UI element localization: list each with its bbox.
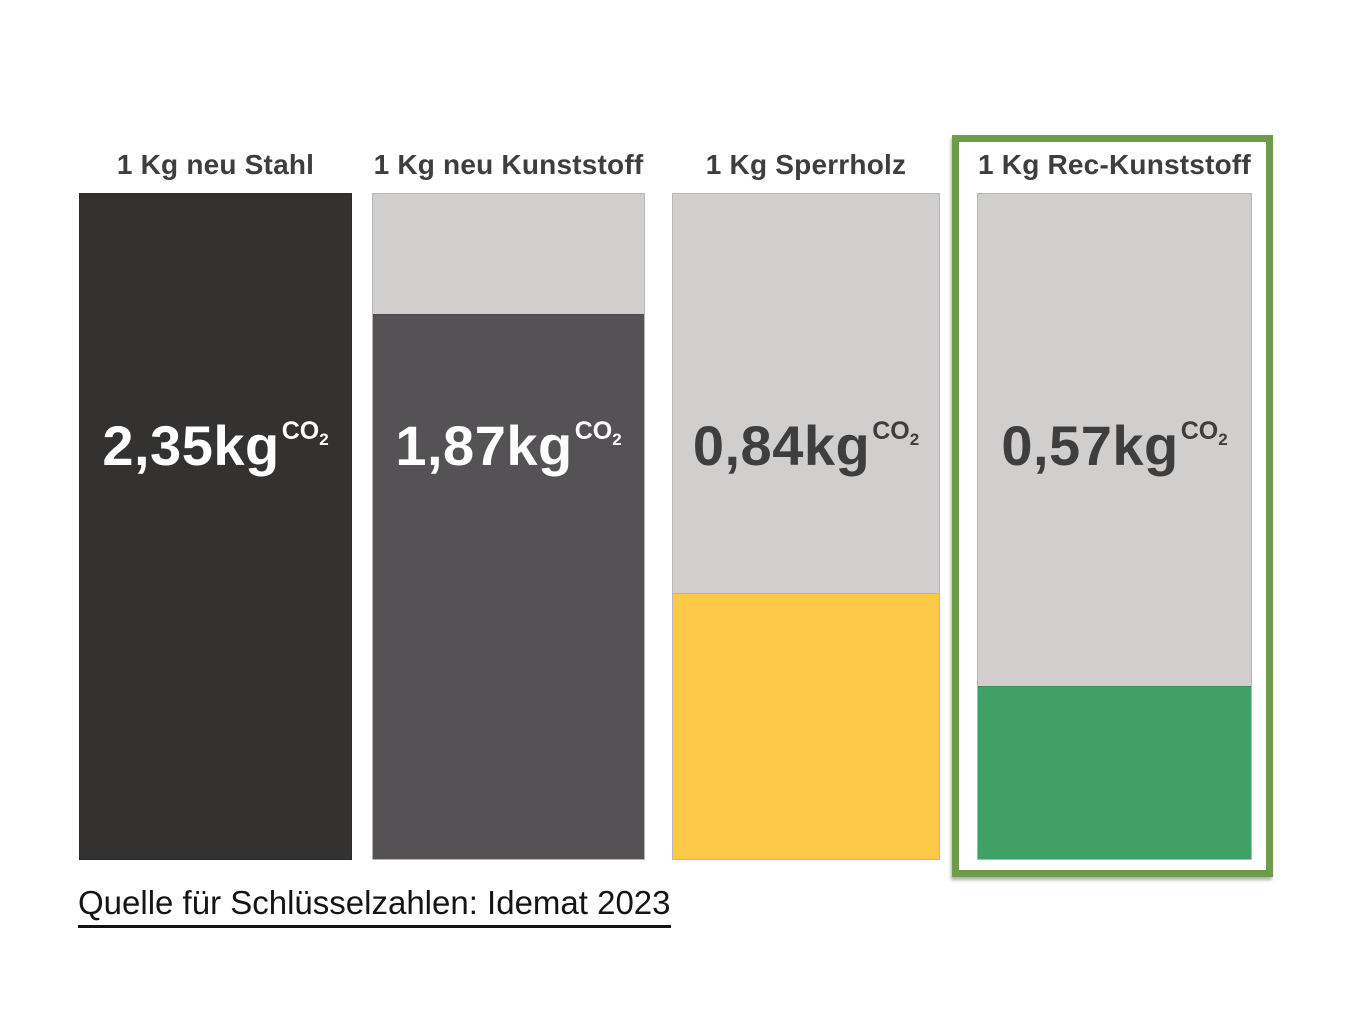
bar-label: 1 Kg Sperrholz [705, 149, 907, 180]
value-number: 0,84kg [692, 414, 871, 477]
bar-track: 1,87kgCO2 [372, 193, 645, 860]
co2-subscript: 2 [909, 430, 920, 449]
co2-subscript: 2 [1218, 430, 1228, 449]
co2-text: CO [872, 417, 910, 445]
bar-value: 0,57kgCO2 [978, 418, 1251, 474]
co2-text: CO [574, 417, 613, 445]
bar-fill [373, 313, 644, 859]
co2-subscript: 2 [612, 430, 622, 449]
bar-label: 1 Kg Rec-Kunststoff [978, 149, 1251, 180]
bar-track: 0,84kgCO2 [672, 193, 940, 860]
co2-superscript: CO2 [872, 417, 919, 449]
source-note: Quelle für Schlüsselzahlen: Idemat 2023 [78, 884, 671, 928]
bar-fill [673, 593, 939, 859]
co2-superscript: CO2 [1180, 417, 1228, 449]
bar-column-neu-kunststoff: 1 Kg neu Kunststoff 1,87kgCO2 [372, 0, 645, 1017]
co2-superscript: CO2 [281, 417, 329, 449]
value-number: 1,87kg [395, 414, 573, 477]
bar-label: 1 Kg neu Stahl [116, 149, 315, 180]
value-number: 2,35kg [102, 414, 280, 477]
value-number: 0,57kg [1001, 414, 1179, 477]
bar-column-sperrholz: 1 Kg Sperrholz 0,84kgCO2 [672, 0, 940, 1017]
co2-superscript: CO2 [574, 417, 622, 449]
bar-column-rec-kunststoff: 1 Kg Rec-Kunststoff 0,57kgCO2 [977, 0, 1252, 1017]
bar-label: 1 Kg neu Kunststoff [373, 149, 644, 180]
co2-subscript: 2 [319, 430, 329, 449]
bar-value: 0,84kgCO2 [673, 418, 939, 474]
bar-column-neu-stahl: 1 Kg neu Stahl 2,35kgCO2 [79, 0, 352, 1017]
bar-fill [978, 686, 1251, 859]
co2-text: CO [281, 417, 320, 445]
bar-value: 2,35kgCO2 [80, 418, 351, 474]
bar-value: 1,87kgCO2 [373, 418, 644, 474]
bar-fill [80, 194, 351, 859]
bar-track: 0,57kgCO2 [977, 193, 1252, 860]
bar-track: 2,35kgCO2 [79, 193, 352, 860]
co2-text: CO [1180, 417, 1219, 445]
